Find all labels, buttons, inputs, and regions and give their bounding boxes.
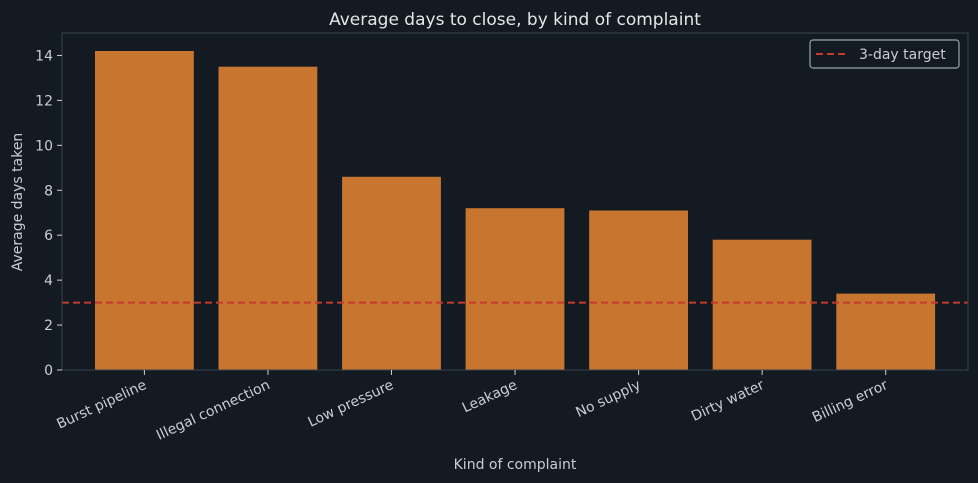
chart-title: Average days to close, by kind of compla… — [329, 10, 701, 30]
bar-6 — [712, 239, 812, 370]
y-tick-label-14: 14 — [35, 48, 53, 64]
y-tick-label-2: 2 — [44, 318, 53, 334]
bar-7 — [836, 293, 936, 370]
bar-5 — [589, 210, 688, 370]
y-tick-label-10: 10 — [35, 138, 53, 154]
legend: 3-day target — [809, 39, 960, 69]
y-tick-label-12: 12 — [35, 93, 53, 109]
legend-target-label: 3-day target — [859, 47, 946, 63]
y-tick-label-4: 4 — [44, 273, 53, 289]
y-tick-label-6: 6 — [44, 228, 53, 244]
x-axis-label: Kind of complaint — [454, 457, 577, 473]
y-axis-label: Average days taken — [10, 133, 26, 272]
y-tick-label-8: 8 — [44, 183, 53, 199]
bar-2 — [218, 66, 318, 370]
bar-1 — [95, 51, 194, 370]
legend-box — [809, 39, 960, 69]
bar-4 — [465, 208, 565, 370]
y-tick-label-0: 0 — [44, 363, 53, 379]
bar-3 — [342, 176, 441, 370]
